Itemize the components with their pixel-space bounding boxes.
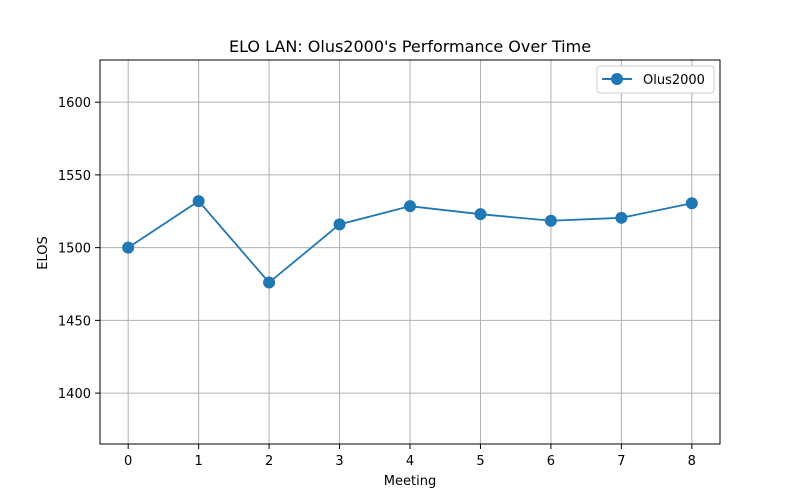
y-tick-label: 1400 xyxy=(58,387,91,402)
y-tick-label: 1550 xyxy=(58,169,91,184)
legend-marker xyxy=(611,73,623,85)
series-layer xyxy=(122,195,698,289)
x-tick-label: 3 xyxy=(335,454,343,469)
x-tick-label: 6 xyxy=(547,454,555,469)
axes: 0 1 2 3 4 5 6 7 8 1400 1450 1500 1550 1600 xyxy=(58,59,721,469)
legend-label: Olus2000 xyxy=(643,73,705,88)
legend-box xyxy=(596,65,715,94)
x-tick-label: 1 xyxy=(194,454,202,469)
y-tick-label: 1600 xyxy=(58,96,91,111)
x-tick-label: 2 xyxy=(265,454,273,469)
data-point xyxy=(122,241,135,254)
grid xyxy=(100,60,720,444)
data-point xyxy=(192,195,205,208)
legend: Olus2000 xyxy=(596,65,715,94)
y-tick-label: 1450 xyxy=(58,314,91,329)
data-point xyxy=(544,214,557,227)
x-tick-label: 0 xyxy=(124,454,132,469)
x-tick-label: 4 xyxy=(406,454,414,469)
x-axis-label: Meeting xyxy=(384,474,436,489)
x-tick-label: 7 xyxy=(617,454,625,469)
data-point xyxy=(333,218,346,231)
y-axis-label: ELOS xyxy=(36,236,51,269)
plot-frame xyxy=(99,59,721,445)
y-tick-label: 1500 xyxy=(58,242,91,257)
data-point xyxy=(263,276,276,289)
data-point xyxy=(404,200,416,213)
chart-title: ELO LAN: Olus2000's Performance Over Tim… xyxy=(229,37,591,56)
data-point xyxy=(474,208,487,221)
x-tick-label: 8 xyxy=(688,454,696,469)
data-point xyxy=(685,197,698,210)
x-tick-label: 5 xyxy=(476,454,484,469)
data-point xyxy=(615,211,628,224)
